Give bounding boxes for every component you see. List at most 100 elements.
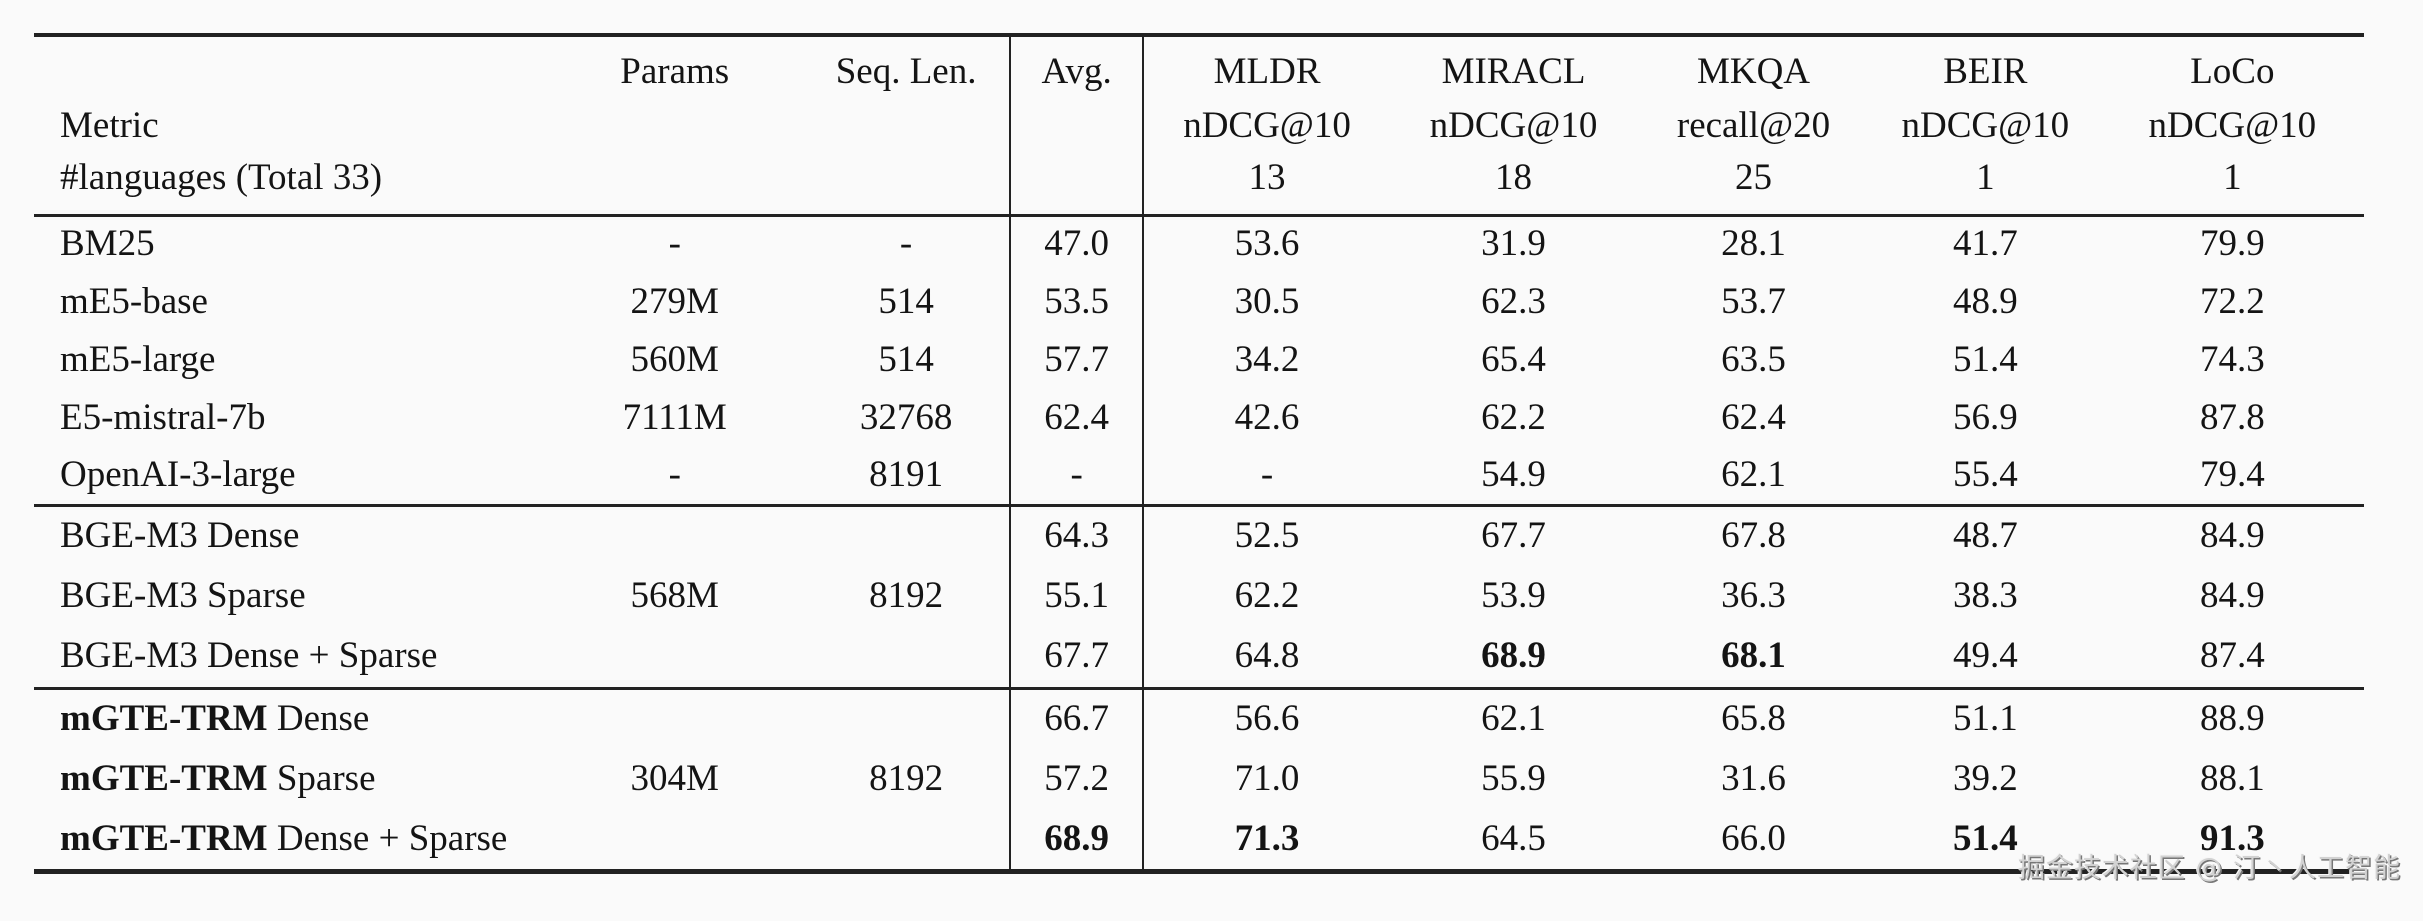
benchmark-metric-mkqa: recall@20 [1676,104,1831,146]
params-cell [546,627,803,690]
score-cell: 87.4 [2100,627,2364,690]
model-cell: BGE-M3 Dense + Sparse [34,627,547,690]
score-cell: 62.2 [1481,396,1546,438]
model-name: BM25 [60,223,155,265]
header-row-languages: #languages (Total 33) 13 18 25 1 1 [34,153,2364,217]
model-cell: BGE-M3 Dense [34,505,547,566]
metric-label: Metric [60,104,159,146]
params-header: Params [620,50,730,92]
table-row: mGTE-TRM Dense 66.7 56.6 62.1 65.8 51.1 … [34,688,2364,749]
score-cell: 41.7 [1952,223,2018,265]
score-cell: 79.9 [2199,223,2265,265]
benchmark-metric-miracl: nDCG@10 [1429,104,1598,146]
model-name: BGE-M3 Dense + Sparse [60,635,438,677]
score-cell: 38.3 [1952,575,2018,617]
score-cell: 67.8 [1721,514,1786,556]
score-cell: 74.3 [2199,338,2265,380]
avg-cell: 64.3 [1009,505,1145,566]
model-name: OpenAI-3-large [60,453,296,495]
header-row-names: Params Seq. Len. Avg. MLDR MIRACL MKQA B… [34,35,2364,99]
score-cell: 84.9 [2199,575,2265,617]
model-name: E5-mistral-7b [60,396,266,438]
seq-len-cell [803,810,1010,871]
benchmark-name-mkqa: MKQA [1696,50,1811,92]
params-cell: 304M [630,758,719,800]
model-name-bold: mGTE-TRM [60,758,268,800]
group-baselines: BM25 - - 47.0 53.6 31.9 28.1 41.7 79.9 m… [34,215,2364,507]
score-cell: 52.5 [1234,514,1300,556]
model-cell: mGTE-TRM Dense + Sparse [34,810,547,871]
avg-cell: 47.0 [1009,215,1145,273]
seq-len-cell [803,505,1010,566]
score-cell: 56.9 [1952,396,2018,438]
benchmark-metric-beir: nDCG@10 [1901,104,2070,146]
group-bge-m3: BGE-M3 Dense 64.3 52.5 67.7 67.8 48.7 84… [34,505,2364,690]
score-cell: 64.5 [1481,817,1546,859]
benchmark-results-table: Params Seq. Len. Avg. MLDR MIRACL MKQA B… [34,33,2364,874]
score-cell: 55.4 [1870,447,2101,507]
score-cell: 87.8 [2199,396,2265,438]
score-cell: 51.1 [1952,697,2018,739]
model-cell: BM25 [34,215,547,273]
params-cell: - [546,447,803,507]
score-cell: 84.9 [2199,514,2265,556]
avg-cell: 66.7 [1009,688,1145,749]
score-cell: 48.9 [1952,280,2018,322]
params-cell: 560M [630,338,719,380]
model-cell: OpenAI-3-large [34,447,547,507]
score-cell: 56.6 [1234,697,1300,739]
score-cell: 68.9 [1390,627,1637,690]
score-cell: 63.5 [1721,338,1786,380]
model-name: BGE-M3 Dense [60,514,300,556]
table-row: mGTE-TRM Sparse 304M 8192 57.2 71.0 55.9… [34,749,2364,810]
score-cell: 88.1 [2199,758,2265,800]
benchmark-name-loco: LoCo [2190,50,2275,92]
score-cell: 65.8 [1721,697,1786,739]
score-cell: 67.7 [1481,514,1546,556]
header-metric-spacer [34,35,547,99]
score-cell: 48.7 [1952,514,2018,556]
avg-cell: 55.1 [1009,566,1145,627]
params-cell [547,810,803,871]
score-cell: 51.4 [1952,338,2018,380]
score-cell: 53.6 [1234,223,1300,265]
score-cell: 39.2 [1952,758,2018,800]
model-name: Dense [267,697,370,739]
model-cell: BGE-M3 Sparse [34,566,547,627]
model-name: Sparse [267,758,376,800]
model-name-bold: mGTE-TRM [60,817,268,859]
score-cell: 49.4 [1870,627,2101,690]
params-cell: 568M [630,575,719,617]
params-cell: 279M [630,280,719,322]
table-row: OpenAI-3-large - 8191 - - 54.9 62.1 55.4… [34,447,2364,507]
score-cell: 62.1 [1637,447,1870,507]
table-header: Params Seq. Len. Avg. MLDR MIRACL MKQA B… [34,35,2364,217]
score-cell: 31.6 [1721,758,1786,800]
score-cell: 36.3 [1721,575,1786,617]
score-cell: 30.5 [1234,280,1300,322]
params-cell [547,688,803,749]
score-cell: 53.9 [1481,575,1546,617]
score-cell: 91.3 [2199,817,2265,859]
params-cell: 7111M [622,396,727,438]
score-cell: 51.4 [1952,817,2018,859]
seq-len-header: Seq. Len. [835,50,977,92]
language-count-mkqa: 25 [1637,153,1870,217]
table-row: BGE-M3 Dense 64.3 52.5 67.7 67.8 48.7 84… [34,505,2364,566]
score-cell: 54.9 [1390,447,1637,507]
seq-len-cell: 514 [878,338,934,380]
benchmark-name-beir: BEIR [1943,50,2028,92]
model-name: BGE-M3 Sparse [60,575,306,617]
score-cell: 65.4 [1481,338,1546,380]
score-cell: 66.0 [1721,817,1786,859]
benchmark-name-mldr: MLDR [1213,50,1321,92]
benchmark-metric-mldr: nDCG@10 [1183,104,1351,146]
benchmark-name-miracl: MIRACL [1441,50,1586,92]
seq-len-cell [802,627,1011,690]
languages-label: #languages (Total 33) [34,153,547,217]
table-row: E5-mistral-7b 7111M 32768 62.4 42.6 62.2… [34,389,2364,447]
seq-len-cell: 8192 [869,758,944,800]
header-row-metrics: Metric nDCG@10 nDCG@10 recall@20 nDCG@10… [34,99,2364,153]
score-cell: 71.3 [1234,817,1300,859]
score-cell: 53.7 [1721,280,1786,322]
